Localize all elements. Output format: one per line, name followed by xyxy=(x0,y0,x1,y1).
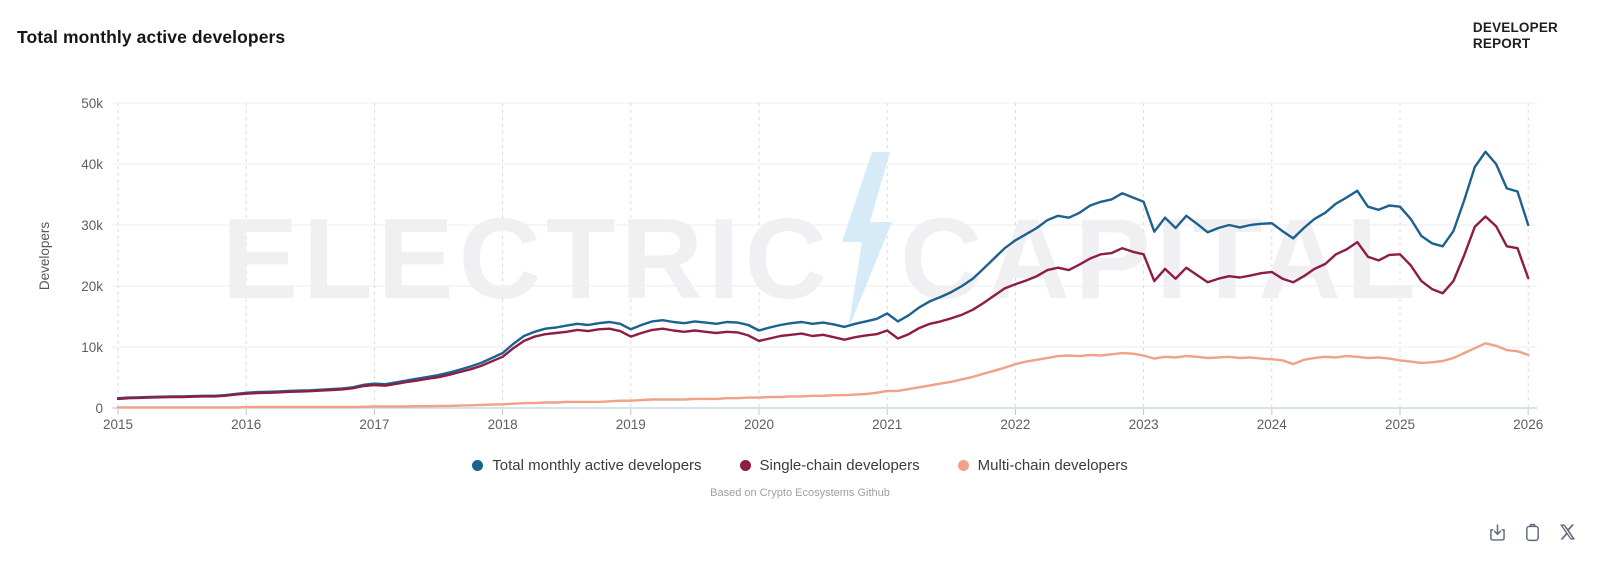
source-caption: Based on Crypto Ecosystems Github xyxy=(710,487,890,499)
x-tick-label: 2015 xyxy=(103,417,133,432)
y-axis-title: Developers xyxy=(37,222,52,291)
x-tick-label: 2023 xyxy=(1129,417,1159,432)
x-tick-label: 2019 xyxy=(616,417,646,432)
logo-line-2: REPORT xyxy=(1472,35,1531,51)
legend-item[interactable]: Single-chain developers xyxy=(739,457,920,474)
page-title: Total monthly active developers xyxy=(17,27,286,47)
x-tick-label: 2024 xyxy=(1257,417,1288,432)
x-tick-label: 2026 xyxy=(1513,417,1543,432)
watermark-text-right: CAPITAL xyxy=(900,196,1421,323)
x-tick-label: 2021 xyxy=(872,417,902,432)
x-tick-label: 2022 xyxy=(1000,417,1030,432)
y-tick-label: 0 xyxy=(95,401,103,416)
y-tick-label: 50k xyxy=(81,96,103,111)
y-tick-label: 30k xyxy=(81,218,103,233)
x-tick-label: 2020 xyxy=(744,417,774,432)
series-line xyxy=(116,215,1530,401)
legend-label: Single-chain developers xyxy=(759,457,920,474)
legend-dot-icon xyxy=(472,460,484,471)
axis-layer: 0 10k 20k 30k 40k 50k 2015 2016 2017 2018 2019 2020… xyxy=(37,96,1543,432)
x-tick-label: 2016 xyxy=(231,417,261,432)
x-social-icon[interactable] xyxy=(1556,521,1578,543)
y-tick-label: 20k xyxy=(81,279,103,294)
copy-icon[interactable] xyxy=(1521,521,1543,543)
x-tick-label: 2025 xyxy=(1385,417,1415,432)
download-icon[interactable] xyxy=(1486,521,1508,543)
legend-label: Total monthly active developers xyxy=(492,457,702,474)
electric-capital-watermark: ELECTRIC CAPITAL xyxy=(222,152,1421,330)
series-line xyxy=(116,342,1530,409)
y-tick-label: 40k xyxy=(81,157,103,172)
x-tick-label: 2018 xyxy=(488,417,518,432)
legend-item[interactable]: Multi-chain developers xyxy=(957,457,1128,474)
legend-dot-icon xyxy=(739,460,751,471)
legend-dot-icon xyxy=(957,460,969,471)
developer-report-logo: DEVELOPER REPORT xyxy=(1473,20,1558,51)
legend-label: Multi-chain developers xyxy=(977,457,1128,474)
y-tick-label: 10k xyxy=(81,340,103,355)
logo-line-1: DEVELOPER xyxy=(1472,20,1558,35)
series-layer xyxy=(116,150,1530,409)
legend-item[interactable]: Total monthly active developers xyxy=(472,457,702,474)
x-tick-label: 2017 xyxy=(359,417,389,432)
lightning-bolt-icon xyxy=(842,152,892,330)
chart-toolbar xyxy=(1486,521,1578,543)
chart-legend: Total monthly active developers Single-ch… xyxy=(0,457,1600,474)
watermark-text-left: ELECTRIC xyxy=(222,196,832,323)
